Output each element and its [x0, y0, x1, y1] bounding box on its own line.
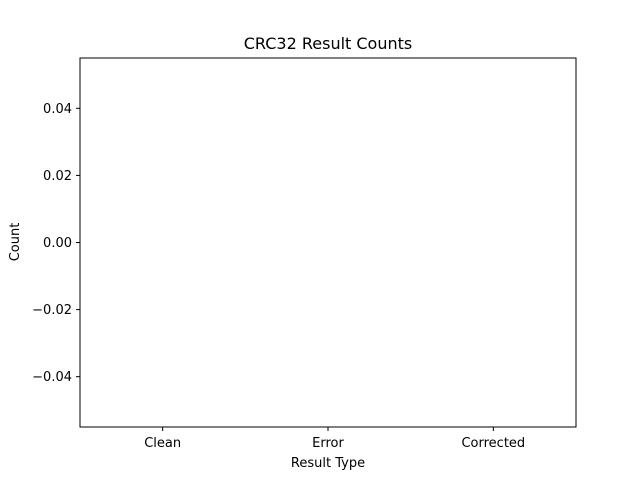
y-tick-label: −0.02 — [32, 303, 72, 318]
x-tick-label: Corrected — [461, 436, 525, 451]
x-axis-label: Result Type — [291, 456, 365, 471]
y-tick-label: 0.02 — [43, 169, 72, 184]
x-tick-label: Error — [312, 436, 344, 451]
y-tick-label: 0.00 — [43, 236, 72, 251]
y-tick-label: 0.04 — [43, 102, 72, 117]
plot-frame — [79, 57, 577, 428]
x-axis-ticks: Clean Error Corrected — [144, 427, 525, 451]
y-tick-label: −0.04 — [32, 370, 72, 385]
plot-area — [79, 57, 577, 428]
y-axis-ticks: 0.04 0.02 0.00 −0.02 −0.04 — [32, 102, 80, 385]
y-axis-label: Count — [8, 223, 23, 262]
x-tick-label: Clean — [144, 436, 181, 451]
chart-title: CRC32 Result Counts — [244, 34, 412, 53]
